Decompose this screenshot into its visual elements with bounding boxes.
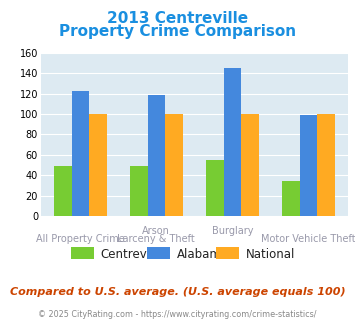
Text: Larceny & Theft: Larceny & Theft — [118, 234, 195, 244]
Bar — [148, 95, 165, 216]
Bar — [317, 114, 335, 216]
Text: 2013 Centreville: 2013 Centreville — [107, 11, 248, 26]
Text: © 2025 CityRating.com - https://www.cityrating.com/crime-statistics/: © 2025 CityRating.com - https://www.city… — [38, 310, 317, 319]
Text: Motor Vehicle Theft: Motor Vehicle Theft — [261, 234, 355, 244]
Bar — [206, 160, 224, 216]
Text: Alabama: Alabama — [177, 248, 229, 261]
Bar — [130, 166, 148, 216]
Bar — [282, 182, 300, 216]
Bar — [89, 114, 106, 216]
Text: National: National — [246, 248, 295, 261]
Bar — [300, 115, 317, 216]
Text: Centreville: Centreville — [101, 248, 165, 261]
Bar — [224, 68, 241, 216]
Text: Arson: Arson — [142, 226, 170, 236]
Text: Compared to U.S. average. (U.S. average equals 100): Compared to U.S. average. (U.S. average … — [10, 287, 345, 297]
Text: Property Crime Comparison: Property Crime Comparison — [59, 24, 296, 39]
Text: Burglary: Burglary — [212, 226, 253, 236]
Bar — [72, 90, 89, 216]
Text: All Property Crime: All Property Crime — [36, 234, 125, 244]
Bar — [54, 166, 72, 216]
Bar — [241, 114, 258, 216]
Bar — [165, 114, 182, 216]
